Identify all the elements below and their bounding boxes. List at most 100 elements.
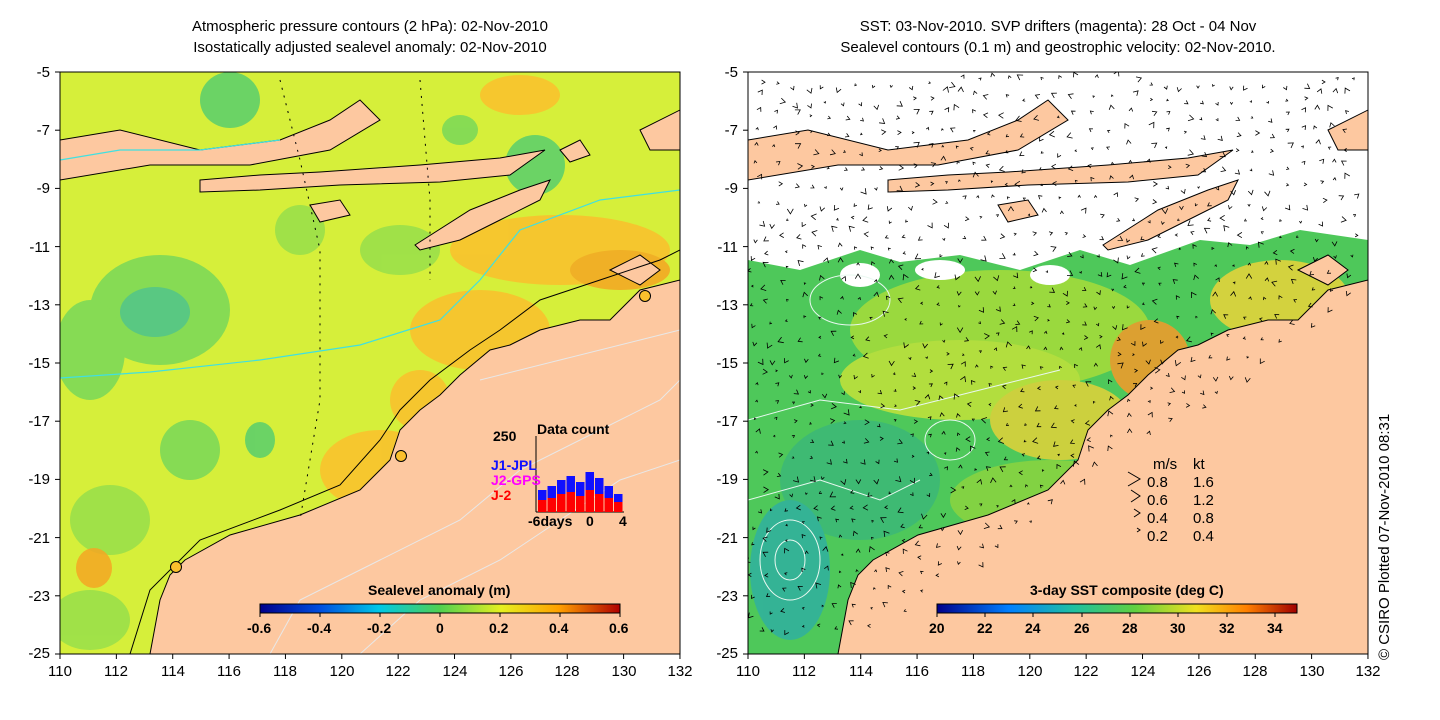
velocity-arrow xyxy=(819,274,825,281)
velocity-arrow xyxy=(964,216,970,222)
velocity-arrow xyxy=(801,222,807,228)
velocity-arrow xyxy=(810,439,815,443)
velocity-arrow xyxy=(1196,85,1200,89)
velocity-arrow xyxy=(1056,115,1060,119)
velocity-arrow xyxy=(943,452,947,455)
velocity-key-kt: 0.4 xyxy=(1193,528,1214,545)
velocity-arrow xyxy=(935,543,941,548)
velocity-arrow xyxy=(1150,386,1154,390)
velocity-arrow xyxy=(1215,101,1219,106)
velocity-arrow xyxy=(759,627,765,632)
velocity-arrow xyxy=(908,356,912,361)
velocity-arrow xyxy=(791,401,796,405)
velocity-arrow xyxy=(911,131,915,135)
velocity-arrow xyxy=(873,479,880,485)
velocity-arrow xyxy=(905,219,909,223)
velocity-arrow xyxy=(778,452,784,458)
velocity-arrow xyxy=(943,222,949,229)
velocity-arrow xyxy=(769,223,775,230)
velocity-arrow xyxy=(755,428,761,434)
velocity-arrow xyxy=(895,146,900,150)
velocity-arrow xyxy=(1249,100,1252,103)
velocity-arrow xyxy=(1187,114,1195,122)
velocity-arrow xyxy=(1285,111,1290,116)
velocity-arrow xyxy=(904,318,907,321)
velocity-arrow xyxy=(1011,326,1018,333)
velocity-arrow xyxy=(1005,134,1010,138)
velocity-arrow xyxy=(944,466,948,471)
velocity-arrow xyxy=(870,246,874,250)
histogram-bar-j-2 xyxy=(557,494,566,512)
velocity-arrow xyxy=(1279,235,1282,239)
velocity-arrow xyxy=(1245,246,1249,250)
velocity-arrow xyxy=(1309,270,1315,276)
velocity-arrow xyxy=(993,275,1000,282)
velocity-arrow xyxy=(838,534,843,538)
velocity-arrow xyxy=(766,527,772,533)
velocity-arrow xyxy=(1167,402,1172,406)
velocity-arrow xyxy=(957,530,964,536)
velocity-arrow xyxy=(1053,405,1059,410)
velocity-arrow xyxy=(1149,82,1154,86)
velocity-arrow xyxy=(961,486,965,490)
velocity-arrow xyxy=(838,570,842,574)
velocity-arrow xyxy=(1069,439,1075,444)
right-land-australia xyxy=(837,279,1368,654)
velocity-arrow xyxy=(930,96,935,101)
velocity-arrow xyxy=(898,571,904,577)
velocity-arrow xyxy=(873,104,880,111)
velocity-arrow xyxy=(1268,118,1273,123)
sst-colorbar-label: 3-day SST composite (deg C) xyxy=(1030,582,1224,598)
velocity-arrow xyxy=(756,106,762,112)
anomaly-colorbar xyxy=(259,603,621,614)
velocity-arrow xyxy=(823,257,829,264)
velocity-arrow xyxy=(1018,470,1023,476)
velocity-arrow xyxy=(974,291,980,296)
velocity-arrow xyxy=(1262,84,1266,89)
velocity-arrow xyxy=(1165,185,1170,190)
velocity-arrow xyxy=(962,353,965,356)
velocity-arrow xyxy=(1212,291,1219,297)
velocity-arrow xyxy=(1354,233,1359,238)
velocity-arrow xyxy=(955,145,959,149)
sst-tick: 32 xyxy=(1219,620,1235,636)
velocity-arrow xyxy=(1106,129,1111,134)
velocity-arrow xyxy=(1074,179,1078,183)
velocity-arrow xyxy=(803,282,807,285)
velocity-arrow xyxy=(802,244,807,249)
y-tick-label: -13 xyxy=(716,297,738,314)
sst-colorbar xyxy=(936,603,1298,614)
velocity-arrow xyxy=(962,195,967,200)
velocity-arrow xyxy=(1036,422,1042,428)
velocity-arrow xyxy=(945,201,949,204)
velocity-arrow xyxy=(1169,387,1176,393)
velocity-arrow xyxy=(1036,386,1041,391)
velocity-arrow xyxy=(914,540,921,547)
data-count-x-mid: 0 xyxy=(586,513,594,529)
velocity-arrow xyxy=(925,356,928,360)
velocity-arrow xyxy=(1243,316,1247,320)
velocity-arrow xyxy=(1345,110,1349,115)
velocity-arrow xyxy=(784,539,788,542)
velocity-arrow xyxy=(1005,341,1012,348)
velocity-arrow xyxy=(983,522,991,529)
velocity-arrow xyxy=(851,603,856,608)
velocity-arrow xyxy=(979,215,983,219)
velocity-arrow xyxy=(1313,125,1318,130)
velocity-arrow xyxy=(776,81,780,85)
velocity-arrow xyxy=(1140,253,1145,257)
velocity-arrow xyxy=(1354,193,1360,199)
velocity-arrow xyxy=(1100,213,1105,219)
velocity-arrow xyxy=(1329,288,1334,292)
velocity-arrow xyxy=(1117,351,1122,357)
velocity-arrow xyxy=(833,204,840,211)
y-tick-label: -19 xyxy=(28,471,50,488)
velocity-arrow xyxy=(1232,281,1236,285)
velocity-arrow xyxy=(1212,84,1215,87)
velocity-arrow xyxy=(1197,374,1202,379)
velocity-arrow xyxy=(769,321,773,325)
velocity-arrow xyxy=(902,251,906,255)
velocity-arrow xyxy=(761,79,766,85)
velocity-arrow xyxy=(1025,484,1029,488)
velocity-arrow xyxy=(1132,353,1135,356)
